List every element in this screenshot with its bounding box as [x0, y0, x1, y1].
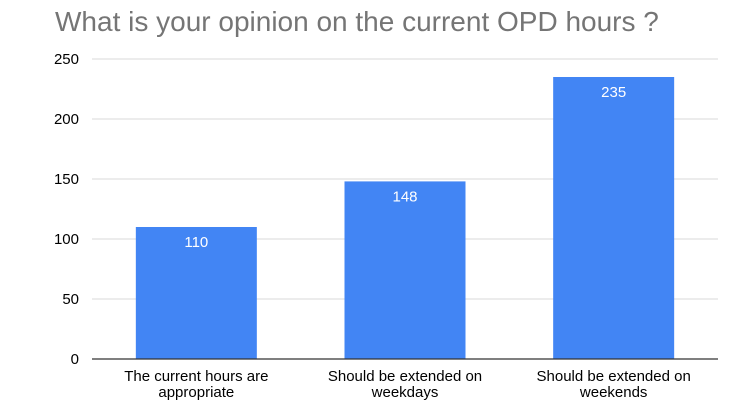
y-tick-label: 0	[71, 351, 79, 368]
x-tick-label: weekdays	[371, 384, 439, 401]
chart-title: What is your opinion on the current OPD …	[55, 6, 659, 37]
y-tick-label: 100	[54, 231, 79, 248]
x-tick-label: weekends	[579, 384, 648, 401]
y-tick-label: 250	[54, 51, 79, 68]
bar	[344, 181, 466, 359]
y-tick-label: 200	[54, 111, 79, 128]
data-label: 235	[601, 84, 626, 101]
x-tick-label: appropriate	[158, 384, 234, 401]
bar	[553, 77, 675, 359]
data-label: 148	[392, 188, 417, 205]
y-tick-label: 150	[54, 171, 79, 188]
x-tick-label: Should be extended on	[328, 368, 482, 385]
x-tick-label: Should be extended on	[537, 368, 691, 385]
x-tick-label: The current hours are	[124, 368, 268, 385]
data-label: 110	[184, 234, 208, 251]
bar	[135, 227, 257, 359]
y-tick-label: 50	[62, 291, 79, 308]
